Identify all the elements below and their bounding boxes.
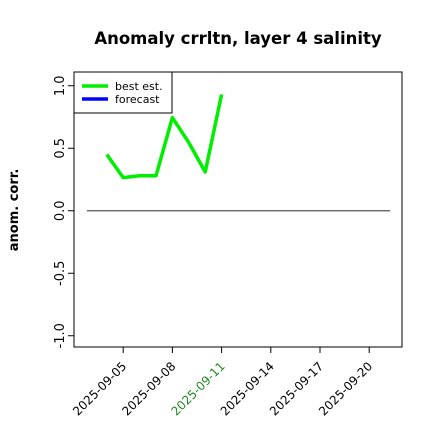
y-tick-label: -1.0 <box>53 323 68 348</box>
plot-frame <box>73 71 403 348</box>
chart-title: Anomaly crrltn, layer 4 salinity <box>94 29 382 48</box>
legend-label: best est. <box>115 80 163 93</box>
legend-box <box>73 71 173 114</box>
y-tick-label: 1.0 <box>53 75 68 96</box>
y-tick-label: -0.5 <box>53 261 68 286</box>
y-tick-label: 0.5 <box>53 138 68 159</box>
series-line <box>105 94 224 180</box>
y-axis-label: anom. corr. <box>7 169 22 252</box>
legend-label: forecast <box>115 93 160 106</box>
y-tick-label: 0.0 <box>53 200 68 221</box>
